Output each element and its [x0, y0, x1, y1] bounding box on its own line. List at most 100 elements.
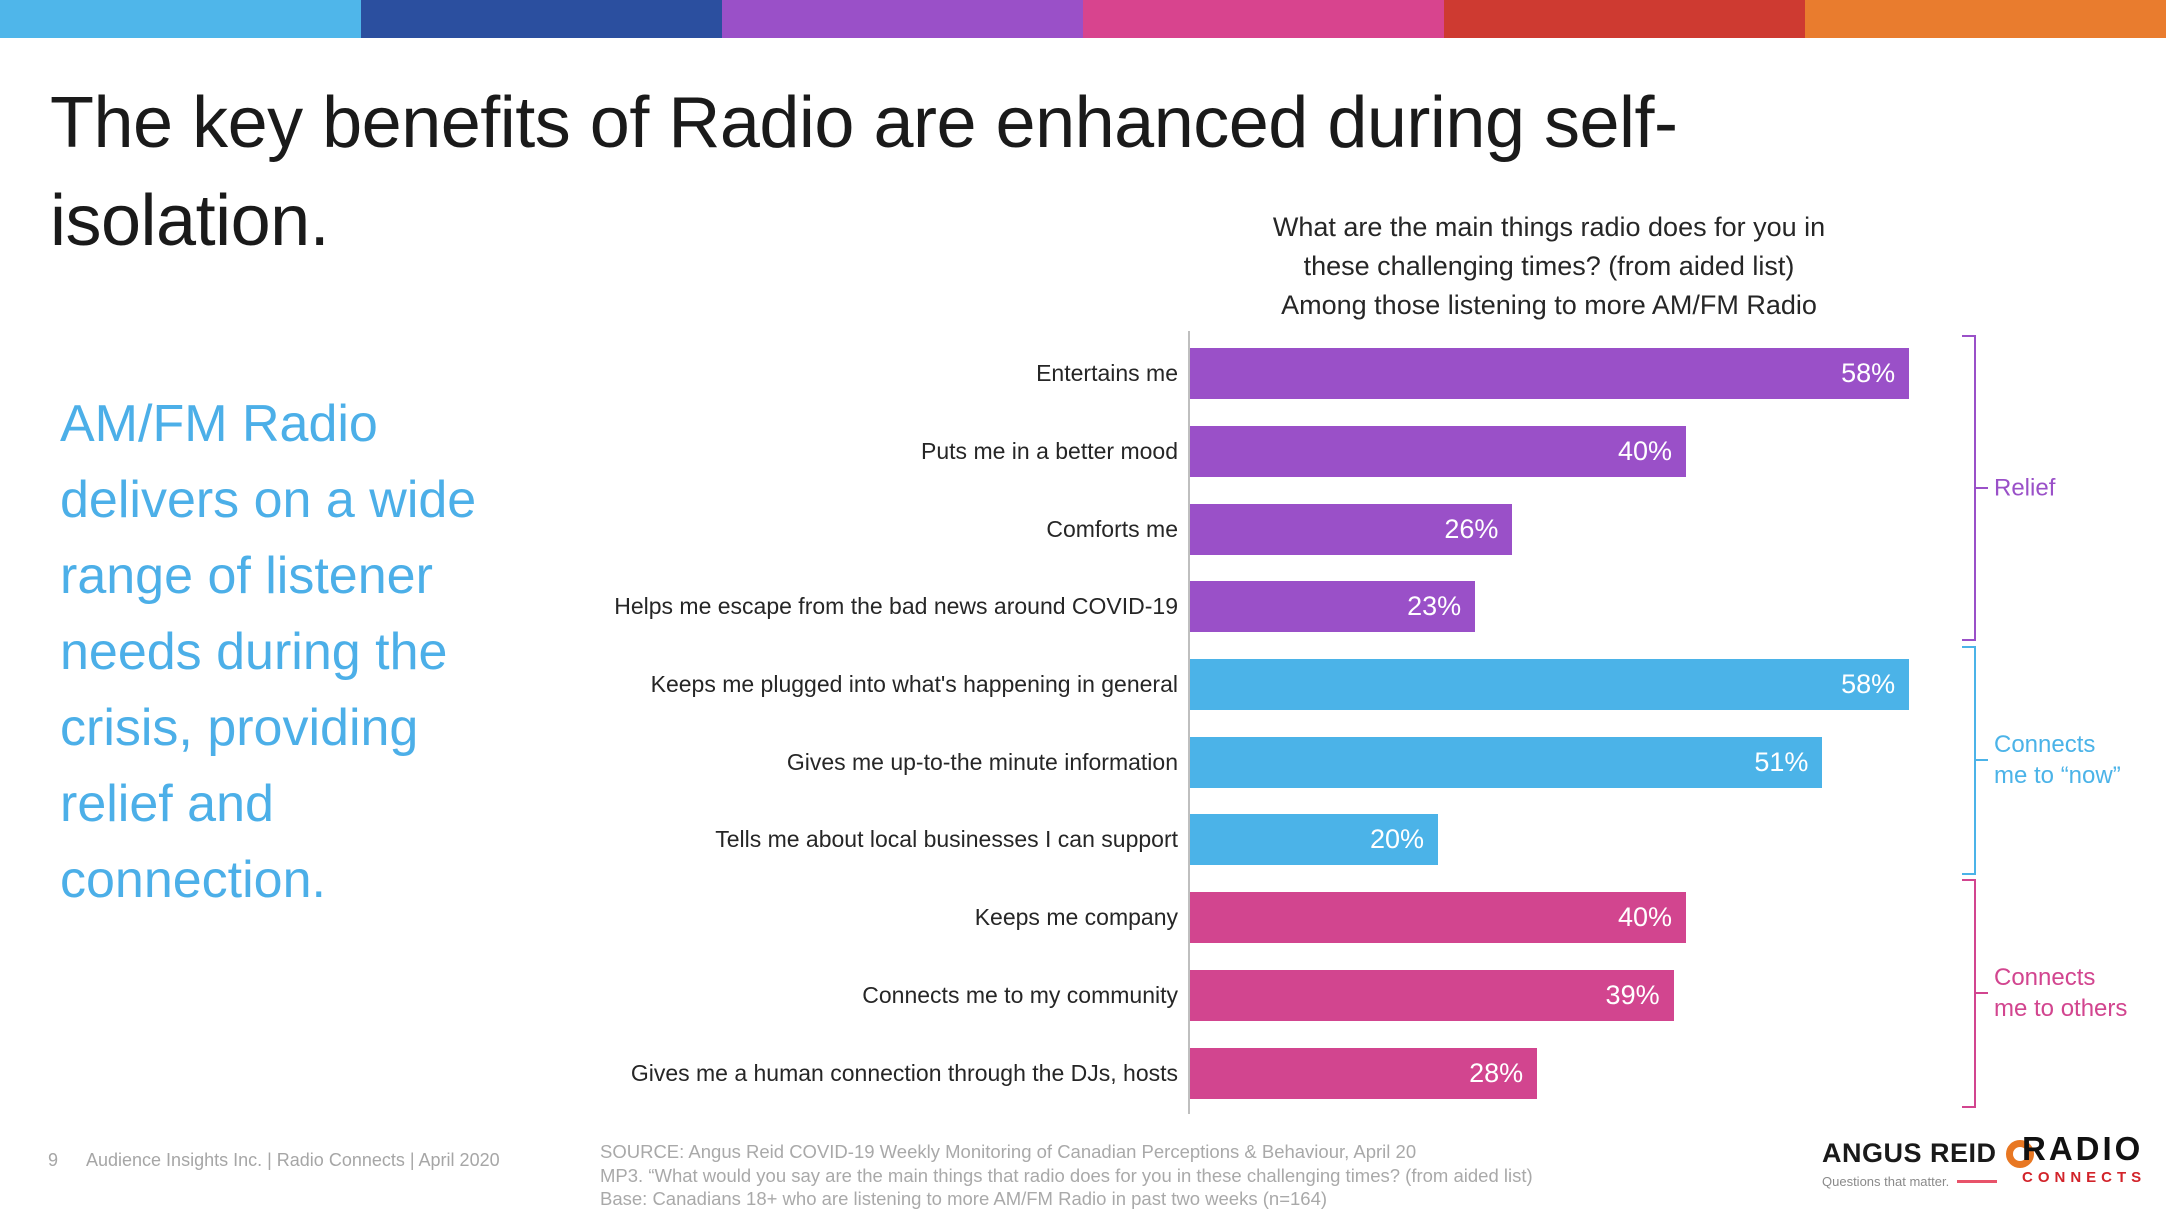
- category-label: Gives me a human connection through the …: [630, 1059, 1178, 1086]
- radio-connects-logo: RADIO CONNECTS: [2022, 1130, 2147, 1187]
- page-number: 9: [48, 1150, 59, 1170]
- angus-reid-tagline: Questions that matter.: [1822, 1174, 1950, 1189]
- key-message-line: needs during the: [60, 623, 448, 681]
- bar-value-label: 26%: [1444, 513, 1499, 544]
- source-line: MP3. “What would you say are the main th…: [600, 1164, 1533, 1186]
- banner-segment: [1805, 0, 2166, 38]
- bar-value-label: 58%: [1841, 358, 1896, 389]
- banner-segment: [722, 0, 1083, 38]
- key-message-line: delivers on a wide: [60, 471, 477, 529]
- key-message-line: connection.: [60, 851, 326, 909]
- chart-row: Helps me escape from the bad news around…: [538, 568, 1909, 646]
- category-label: Keeps me company: [974, 904, 1178, 931]
- category-label: Helps me escape from the bad news around…: [614, 593, 1178, 620]
- chart-row: Gives me a human connection through the …: [538, 1034, 1909, 1112]
- category-label: Comforts me: [1046, 515, 1178, 542]
- chart-axis-line: [1188, 331, 1190, 1114]
- banner-segment: [361, 0, 722, 38]
- source-note: SOURCE: Angus Reid COVID-19 Weekly Monit…: [600, 1140, 1533, 1211]
- banner-segment: [1083, 0, 1444, 38]
- top-banner: [0, 0, 2166, 38]
- chart-title-line: Among those listening to more AM/FM Radi…: [1281, 290, 1817, 320]
- bar-value-label: 40%: [1617, 902, 1672, 933]
- bar-track: 40%: [1190, 892, 1686, 944]
- bar: 40%: [1190, 892, 1686, 944]
- radio-wordmark: RADIO: [2022, 1130, 2144, 1167]
- banner-segment: [0, 0, 361, 38]
- bar: 20%: [1190, 814, 1438, 866]
- slide-title-line: isolation.: [50, 181, 330, 261]
- category-label: Puts me in a better mood: [921, 438, 1178, 465]
- bar-track: 58%: [1190, 348, 1910, 400]
- angus-reid-logo: ANGUS REID Questions that matter.: [1822, 1138, 2034, 1189]
- category-label: Gives me up-to-the minute information: [786, 748, 1178, 775]
- group-label-line: Relief: [1994, 474, 2056, 502]
- group-label-line: me to “now”: [1994, 762, 2121, 790]
- bar-value-label: 58%: [1841, 669, 1896, 700]
- banner-segment: [1444, 0, 1805, 38]
- bar-value-label: 39%: [1605, 979, 1660, 1010]
- bar-track: 20%: [1190, 814, 1438, 866]
- bar: 40%: [1190, 426, 1686, 478]
- connects-wordmark: CONNECTS: [2022, 1169, 2147, 1186]
- bar-track: 40%: [1190, 426, 1686, 478]
- bar-chart: Entertains me 58% Puts me in a better mood…: [538, 335, 1910, 1112]
- angus-reid-wordmark: ANGUS REID: [1822, 1138, 1997, 1168]
- group-bracket: [1962, 335, 1976, 642]
- key-message-line: AM/FM Radio: [60, 395, 378, 453]
- bar-value-label: 23%: [1407, 591, 1462, 622]
- chart-row: Keeps me plugged into what's happening i…: [538, 646, 1910, 724]
- chart-row: Tells me about local businesses I can su…: [538, 801, 1909, 879]
- category-label: Entertains me: [1036, 360, 1178, 387]
- group-label: Connects me to others: [1994, 962, 2166, 1024]
- group-label-line: Connects: [1994, 731, 2096, 759]
- slide-title: The key benefits of Radio are enhanced d…: [50, 74, 1678, 270]
- group-label: Connects me to “now”: [1994, 729, 2166, 791]
- bar-track: 23%: [1190, 581, 1476, 633]
- bar-track: 39%: [1190, 969, 1674, 1021]
- category-label: Tells me about local businesses I can su…: [715, 826, 1178, 853]
- chart-title: What are the main things radio does for …: [1169, 208, 1929, 325]
- key-message-line: crisis, providing: [60, 699, 419, 757]
- angus-reid-ring-icon: [2005, 1139, 2034, 1168]
- group-bracket: [1962, 646, 1976, 875]
- bar-track: 58%: [1190, 659, 1910, 711]
- chart-row: Connects me to my community 39%: [538, 957, 1909, 1035]
- chart-row: Puts me in a better mood 40%: [538, 413, 1909, 491]
- group-label: Relief: [1994, 473, 2166, 504]
- bracket-tick: [1976, 487, 1988, 490]
- group-label-line: me to others: [1994, 995, 2128, 1023]
- key-message: AM/FM Radio delivers on a wide range of li…: [60, 386, 476, 918]
- bar-value-label: 28%: [1469, 1057, 1524, 1088]
- chart-row: Keeps me company 40%: [538, 879, 1909, 957]
- bar: 51%: [1190, 736, 1823, 788]
- bar-value-label: 20%: [1369, 824, 1424, 855]
- category-label: Connects me to my community: [862, 981, 1178, 1008]
- bracket-tick: [1976, 992, 1988, 995]
- tagline-accent-dash: [1957, 1180, 1998, 1183]
- chart-title-line: What are the main things radio does for …: [1272, 212, 1826, 242]
- bar-value-label: 51%: [1754, 746, 1809, 777]
- bracket-tick: [1976, 759, 1988, 762]
- bar-value-label: 40%: [1617, 436, 1672, 467]
- source-line: Base: Canadians 18+ who are listening to…: [600, 1188, 1328, 1209]
- bar-track: 26%: [1190, 503, 1513, 555]
- bar: 28%: [1190, 1047, 1538, 1099]
- chart-title-line: these challenging times? (from aided lis…: [1303, 251, 1795, 281]
- key-message-line: range of listener: [60, 547, 433, 605]
- key-message-line: relief and: [60, 775, 274, 833]
- chart-row: Entertains me 58%: [538, 335, 1910, 413]
- bar: 58%: [1190, 348, 1910, 400]
- chart-row: Gives me up-to-the minute information 51%: [538, 723, 1909, 801]
- group-bracket: [1962, 879, 1976, 1108]
- bar: 26%: [1190, 503, 1513, 555]
- bar-track: 28%: [1190, 1047, 1538, 1099]
- bar: 23%: [1190, 581, 1476, 633]
- footer-credit: Audience Insights Inc. | Radio Connects …: [86, 1150, 500, 1170]
- category-label: Keeps me plugged into what's happening i…: [650, 671, 1178, 698]
- source-line: SOURCE: Angus Reid COVID-19 Weekly Monit…: [600, 1141, 1417, 1162]
- group-label-line: Connects: [1994, 964, 2096, 992]
- slide-title-line: The key benefits of Radio are enhanced d…: [50, 83, 1678, 163]
- bar: 58%: [1190, 659, 1910, 711]
